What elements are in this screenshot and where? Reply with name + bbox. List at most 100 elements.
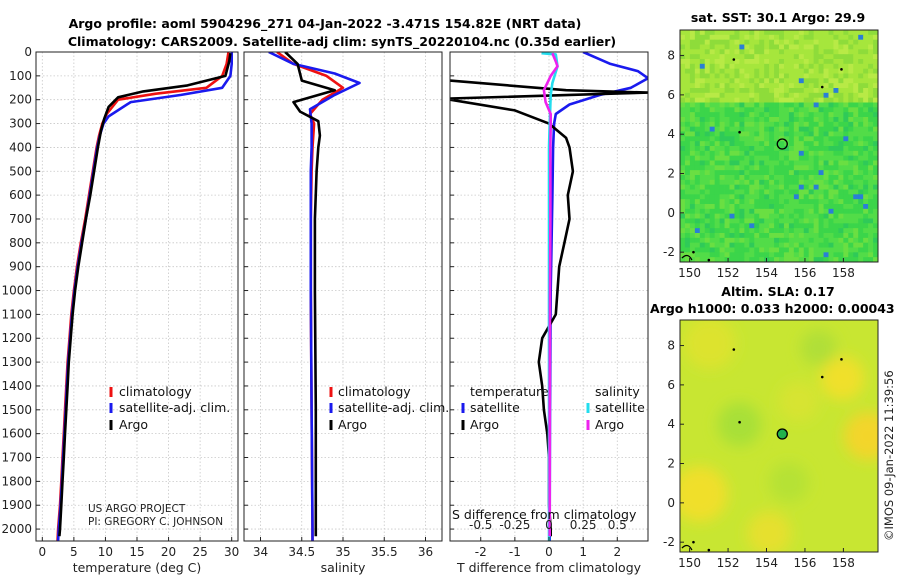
map-y-tick-label: -2 bbox=[663, 535, 675, 549]
island-mark bbox=[840, 358, 843, 361]
island-mark bbox=[732, 348, 736, 351]
island-mark bbox=[707, 258, 711, 262]
y-tick-label: 1300 bbox=[1, 355, 32, 369]
map-x-tick-label: 150 bbox=[678, 556, 701, 570]
series-line-argo bbox=[284, 52, 336, 537]
x-tick-label: 10 bbox=[98, 545, 113, 559]
series-line-argo bbox=[58, 53, 232, 537]
series-line-s-argo bbox=[542, 52, 559, 537]
map-x-tick-label: 152 bbox=[717, 266, 740, 280]
sst-map: 150 152 154 156 158 -2 0 2 4 6 8 bbox=[663, 29, 879, 280]
y-tick-label: 200 bbox=[9, 93, 32, 107]
plot-background bbox=[244, 52, 442, 541]
s-difference-label: S difference from climatology bbox=[452, 507, 637, 522]
map-y-tick-label: 4 bbox=[667, 417, 675, 431]
map-x-tick-label: 152 bbox=[717, 556, 740, 570]
plot-background bbox=[36, 52, 238, 541]
y-tick-label: 1100 bbox=[1, 307, 32, 321]
y-tick-label: 700 bbox=[9, 212, 32, 226]
island-mark bbox=[707, 548, 711, 552]
map-y-tick-label: 2 bbox=[667, 457, 675, 471]
x-tick-label: 15 bbox=[129, 545, 144, 559]
y-tick-label: 400 bbox=[9, 140, 32, 154]
s-diff-tick-label: -0.5 bbox=[469, 518, 492, 532]
map-x-tick-label: 156 bbox=[793, 266, 816, 280]
x-tick-label: 5 bbox=[70, 545, 78, 559]
island-mark bbox=[692, 540, 695, 544]
y-tick-label: 1600 bbox=[1, 427, 32, 441]
map-frame bbox=[679, 319, 879, 553]
island-mark bbox=[840, 68, 843, 71]
sst-field bbox=[680, 30, 878, 262]
difference-legend: temperature satellite Argo salinity sate… bbox=[461, 384, 645, 432]
x-tick-label: 34.5 bbox=[288, 545, 315, 559]
sla-map-title-2: Argo h1000: 0.033 h2000: 0.00043 bbox=[650, 301, 895, 316]
map-y-tick-label: 0 bbox=[667, 496, 675, 510]
series-line-satellite-adj-clim- bbox=[268, 52, 361, 541]
legend-satellite-label: satellite-adj. clim. bbox=[119, 400, 230, 415]
figure-title-line2: Climatology: CARS2009. Satellite-adj cli… bbox=[68, 34, 616, 50]
x-axis-label: salinity bbox=[321, 560, 366, 575]
x-tick-label: 36 bbox=[418, 545, 433, 559]
temperature-panel: 0 5 10 15 20 25 30 temperature (deg C) 0 100 200 30… bbox=[1, 45, 239, 575]
legend-climatology-label: climatology bbox=[119, 384, 192, 399]
y-tick-label: 800 bbox=[9, 236, 32, 250]
sla-field bbox=[680, 320, 878, 552]
y-tick-label: 1900 bbox=[1, 498, 32, 512]
coastline bbox=[681, 254, 693, 261]
x-tick-label: -1 bbox=[509, 545, 521, 559]
map-x-tick-label: 154 bbox=[755, 266, 778, 280]
map-y-tick-label: 6 bbox=[667, 88, 675, 102]
y-tick-label: 0 bbox=[24, 45, 32, 59]
y-tick-label: 1700 bbox=[1, 451, 32, 465]
project-credit: US ARGO PROJECT bbox=[88, 503, 186, 515]
x-tick-label: 0 bbox=[38, 545, 46, 559]
y-tick-label: 300 bbox=[9, 117, 32, 131]
y-tick-label: 2000 bbox=[1, 522, 32, 536]
sla-map-title-1: Altim. SLA: 0.17 bbox=[721, 284, 834, 299]
sal-legend-satellite-label: satellite-adj. clim. bbox=[338, 400, 449, 415]
diff-legend-salinity-heading: salinity bbox=[595, 384, 640, 399]
map-x-tick-label: 158 bbox=[832, 266, 855, 280]
map-y-tick-label: 4 bbox=[667, 127, 675, 141]
diff-legend-s-argo-label: Argo bbox=[595, 417, 624, 432]
diff-legend-t-argo-label: Argo bbox=[470, 417, 499, 432]
x-tick-label: 2 bbox=[613, 545, 621, 559]
island-mark bbox=[738, 130, 741, 134]
y-tick-label: 1800 bbox=[1, 474, 32, 488]
sal-legend-climatology-label: climatology bbox=[338, 384, 411, 399]
map-frame bbox=[679, 29, 879, 263]
x-axis-label: temperature (deg C) bbox=[73, 560, 202, 575]
salinity-legend: climatology satellite-adj. clim. Argo bbox=[329, 384, 449, 432]
x-tick-label: 0 bbox=[545, 545, 553, 559]
y-tick-label: 900 bbox=[9, 260, 32, 274]
y-tick-label: 500 bbox=[9, 164, 32, 178]
map-x-tick-label: 156 bbox=[793, 556, 816, 570]
y-tick-label: 600 bbox=[9, 188, 32, 202]
island-mark bbox=[820, 375, 824, 379]
map-x-tick-label: 150 bbox=[678, 266, 701, 280]
map-x-tick-label: 154 bbox=[755, 556, 778, 570]
coastline bbox=[681, 544, 693, 551]
map-y-tick-label: 8 bbox=[667, 339, 675, 353]
s-diff-tick-label: -0.25 bbox=[499, 518, 530, 532]
x-tick-label: 30 bbox=[224, 545, 239, 559]
map-y-tick-label: -2 bbox=[663, 245, 675, 259]
x-axis-label: T difference from climatology bbox=[456, 560, 642, 575]
float-position-marker bbox=[776, 138, 788, 150]
temperature-legend: climatology satellite-adj. clim. Argo bbox=[109, 384, 230, 432]
map-y-tick-label: 2 bbox=[667, 167, 675, 181]
figure-title-line1: Argo profile: aoml 5904296_271 04-Jan-20… bbox=[69, 16, 582, 32]
sla-map: 150 152 154 156 158 -2 0 2 4 6 8 bbox=[663, 319, 879, 570]
sal-legend-argo-label: Argo bbox=[338, 417, 367, 432]
y-tick-label: 100 bbox=[9, 69, 32, 83]
island-mark bbox=[692, 250, 695, 254]
x-tick-label: 35 bbox=[335, 545, 350, 559]
difference-panel: -2 -1 0 1 2T difference from climatology -0.5… bbox=[449, 51, 649, 575]
y-tick-label: 1400 bbox=[1, 379, 32, 393]
x-tick-label: 1 bbox=[579, 545, 587, 559]
sst-map-title: sat. SST: 30.1 Argo: 29.9 bbox=[691, 10, 865, 25]
x-tick-label: 35.5 bbox=[371, 545, 398, 559]
y-tick-label: 1000 bbox=[1, 284, 32, 298]
